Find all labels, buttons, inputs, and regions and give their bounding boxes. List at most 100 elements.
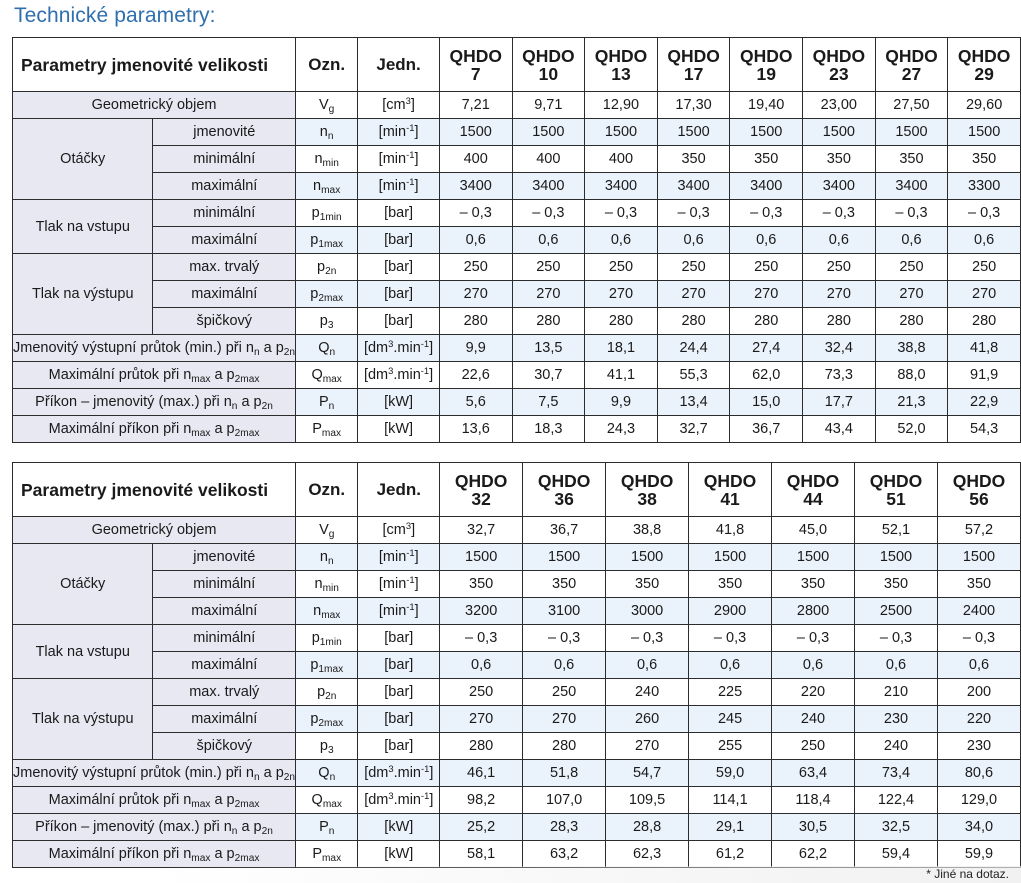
row-p-n: Příkon – jmenovitý (max.) při nn a p2n Pn… [11, 813, 1021, 841]
value-cell: 0,6 [854, 651, 938, 679]
symbol-cell: Pmax [295, 415, 359, 443]
subscript: n [329, 347, 336, 358]
value-cell: 5,6 [438, 388, 513, 416]
symbol-cell: nmax [295, 172, 359, 200]
unit-cell: [min-1] [357, 118, 440, 146]
value-cell: 1500 [874, 118, 949, 146]
value-cell: – 0,3 [854, 624, 938, 652]
value-cell: 62,0 [729, 361, 804, 389]
value-cell: 61,2 [688, 840, 773, 868]
value-cell: 13,6 [438, 415, 513, 443]
row-label: Geometrický objem [11, 516, 297, 544]
symbol: p [317, 684, 326, 700]
value-cell: 54,7 [605, 759, 690, 787]
subscript: n [328, 826, 335, 837]
symbol-cell: nmin [295, 570, 359, 598]
value-cell: 28,3 [522, 813, 607, 841]
symbol: P [312, 421, 322, 437]
row-label-text: Maximální příkon při n [48, 421, 192, 437]
unit: ] [414, 178, 419, 194]
value-cell: – 0,3 [511, 199, 586, 227]
value-cell: 250 [947, 253, 1021, 281]
subscript: 2max [318, 293, 344, 304]
row-label-text: a p [237, 819, 262, 835]
header-size-29: QHDO 29 [947, 37, 1021, 92]
header-size-10: QHDO 10 [511, 37, 586, 92]
symbol: n [314, 151, 323, 167]
symbol-cell: Pn [295, 388, 359, 416]
value-cell: 1500 [854, 543, 938, 571]
value-cell: – 0,3 [522, 624, 607, 652]
value-cell: 280 [947, 307, 1021, 335]
row-label-text: a p [259, 340, 284, 356]
row-label-text: Maximální průtok při n [48, 792, 192, 808]
symbol: Q [318, 340, 330, 356]
header-size-36: QHDO 36 [522, 462, 607, 517]
row-sublabel: maximální [152, 651, 297, 679]
value-cell: 52,0 [874, 415, 949, 443]
value-cell: 22,6 [438, 361, 513, 389]
value-cell: 1500 [439, 543, 524, 571]
row-n-max: maximální nmax [min-1] 3200 3100 3000 2900 2800… [13, 597, 1021, 625]
value-cell: 23,00 [802, 91, 876, 119]
row-label-text: a p [210, 367, 235, 383]
model-size: 27 [901, 63, 922, 84]
row-label-text: Maximální příkon při n [48, 846, 192, 862]
row-label-text: a p [210, 846, 235, 862]
row-n-min: minimální nmin [min-1] 350 350 350 350 350 350 35… [13, 570, 1021, 598]
value-cell: 250 [511, 253, 586, 281]
value-cell: 350 [729, 145, 804, 173]
value-cell: 3400 [584, 172, 658, 200]
subscript: n [327, 556, 334, 567]
value-cell: 3200 [439, 597, 524, 625]
row-q-n: Jmenovitý výstupní průtok (min.) při nn … [11, 334, 1021, 362]
superscript: -1 [406, 149, 415, 160]
value-cell: 30,7 [511, 361, 586, 389]
header-size-32: QHDO 32 [439, 462, 524, 517]
value-cell: 350 [947, 145, 1021, 173]
symbol-cell: nn [295, 118, 359, 146]
subscript: max [321, 428, 342, 439]
unit: .min [393, 340, 421, 356]
unit: [min [378, 576, 407, 592]
header-size-56: QHDO 56 [936, 462, 1021, 517]
row-n-jm: Otáčky jmenovité nn [min-1] 1500 1500 1500 1500… [11, 543, 1021, 625]
row-sublabel: jmenovité [152, 118, 297, 146]
value-cell: 28,8 [605, 813, 690, 841]
unit: ] [414, 603, 419, 619]
value-cell: – 0,3 [439, 624, 524, 652]
row-n-min: minimální nmin [min-1] 400 400 400 350 350 350 35… [13, 145, 1021, 173]
model-name: QHDO [812, 45, 866, 66]
row-p1-max: maximální p1max [bar] 0,6 0,6 0,6 0,6 0,6 0,6 0,6 [13, 651, 1021, 679]
symbol: Q [311, 367, 323, 383]
model-name: QHDO [952, 470, 1006, 491]
symbol: p [310, 286, 319, 302]
value-cell: 36,7 [522, 516, 607, 544]
header-size-44: QHDO 44 [771, 462, 855, 517]
value-cell: 24,4 [656, 334, 731, 362]
unit: ] [414, 549, 419, 565]
subscript: 1min [319, 637, 342, 648]
value-cell: 270 [656, 280, 731, 308]
value-cell: 3400 [729, 172, 804, 200]
value-cell: 1500 [522, 543, 607, 571]
superscript: -1 [406, 601, 415, 612]
symbol-cell: p2max [295, 280, 359, 308]
header-symbol: Ozn. [295, 462, 359, 517]
value-cell: 220 [936, 705, 1021, 733]
subscript: max [322, 853, 342, 864]
subscript: max [191, 428, 211, 439]
value-cell: 400 [438, 145, 513, 173]
subscript: max [322, 374, 342, 385]
value-cell: 270 [439, 705, 524, 733]
row-sublabel: minimální [152, 624, 297, 652]
subscript: min [322, 158, 339, 169]
value-cell: 38,8 [874, 334, 949, 362]
symbol: V [319, 522, 329, 538]
value-cell: 0,6 [936, 651, 1021, 679]
subscript: 2n [261, 401, 273, 412]
symbol-cell: Qmax [295, 361, 359, 389]
value-cell: 240 [771, 705, 855, 733]
value-cell: 3400 [511, 172, 586, 200]
value-cell: 73,3 [802, 361, 876, 389]
